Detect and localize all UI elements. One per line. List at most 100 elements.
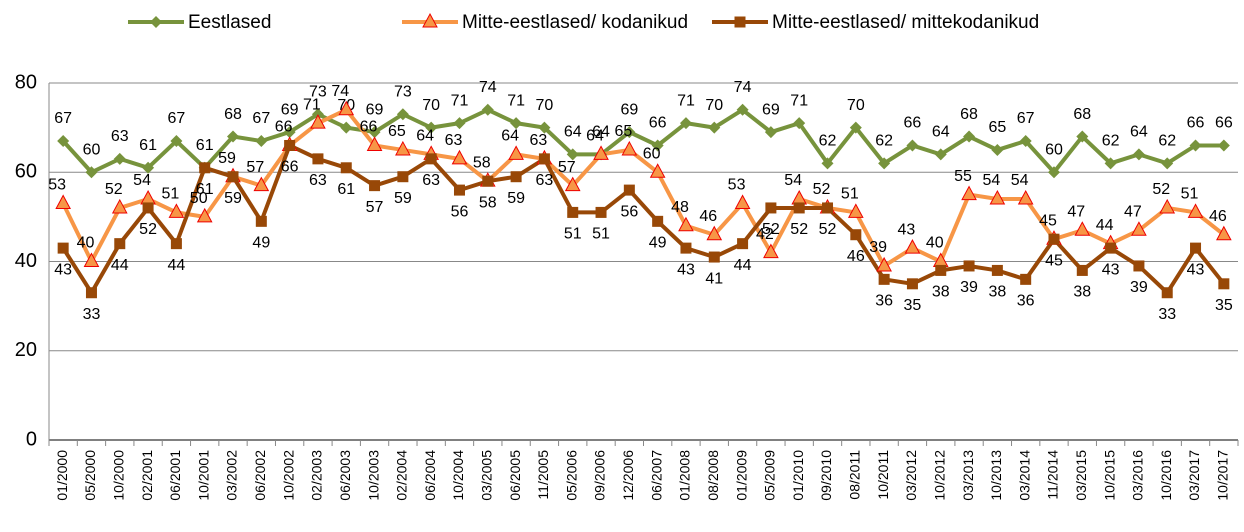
marker xyxy=(906,139,919,152)
data-label: 74 xyxy=(331,83,349,100)
data-label: 38 xyxy=(932,284,950,301)
marker xyxy=(706,225,723,241)
x-tick-label: 06/2005 xyxy=(507,450,523,501)
data-label: 59 xyxy=(224,190,242,207)
data-label: 52 xyxy=(819,221,837,238)
marker xyxy=(255,135,268,148)
marker xyxy=(847,203,864,218)
y-tick-label: 0 xyxy=(26,428,37,450)
data-label: 43 xyxy=(1187,261,1205,278)
marker xyxy=(482,175,494,187)
data-label: 67 xyxy=(1017,110,1035,127)
y-tick-label: 80 xyxy=(15,71,37,93)
data-label: 53 xyxy=(48,177,66,194)
marker xyxy=(510,117,523,130)
marker xyxy=(422,12,438,28)
data-label: 44 xyxy=(1096,217,1114,234)
marker xyxy=(170,238,182,250)
x-tick-label: 08/2008 xyxy=(705,450,721,501)
marker xyxy=(737,238,749,250)
marker xyxy=(623,126,636,139)
data-label: 71 xyxy=(677,92,695,109)
x-tick-label: 06/2002 xyxy=(252,450,268,501)
data-label: 60 xyxy=(83,141,101,158)
data-label: 54 xyxy=(1011,172,1029,189)
data-label: 33 xyxy=(1158,306,1176,323)
data-label: 66 xyxy=(275,119,293,136)
data-label: 59 xyxy=(507,190,525,207)
marker xyxy=(481,103,494,116)
data-label: 46 xyxy=(1209,208,1227,225)
marker xyxy=(253,176,270,192)
data-label: 52 xyxy=(813,181,831,198)
marker xyxy=(1190,242,1202,254)
data-label: 64 xyxy=(932,124,950,141)
data-label: 39 xyxy=(960,279,978,296)
data-label: 55 xyxy=(954,168,972,185)
data-label: 63 xyxy=(445,132,463,149)
marker xyxy=(366,136,383,151)
marker xyxy=(764,126,777,139)
marker xyxy=(57,242,69,254)
marker xyxy=(793,202,805,214)
data-label: 44 xyxy=(167,257,185,274)
x-tick-label: 06/2003 xyxy=(337,450,353,501)
data-label: 54 xyxy=(784,172,802,189)
marker xyxy=(791,189,808,205)
marker xyxy=(338,100,355,116)
data-label: 60 xyxy=(1045,141,1063,158)
data-label: 66 xyxy=(1215,115,1233,132)
data-label: 59 xyxy=(218,150,236,167)
marker xyxy=(1076,264,1088,276)
marker xyxy=(906,278,918,290)
data-label: 64 xyxy=(416,128,434,145)
data-label: 66 xyxy=(281,159,299,176)
marker xyxy=(114,238,126,250)
legend-label: Eestlased xyxy=(188,12,271,33)
data-label: 64 xyxy=(501,128,519,145)
data-label: 39 xyxy=(1130,279,1148,296)
data-label: 38 xyxy=(1073,284,1091,301)
marker xyxy=(140,189,156,205)
marker xyxy=(1161,157,1174,170)
data-label: 35 xyxy=(904,297,922,314)
data-label: 68 xyxy=(1073,106,1091,123)
x-tick-label: 03/2014 xyxy=(1016,450,1032,501)
x-tick-label: 03/2012 xyxy=(903,450,919,501)
marker xyxy=(451,149,468,165)
data-label: 64 xyxy=(592,124,610,141)
marker xyxy=(708,251,720,263)
data-label: 52 xyxy=(139,221,157,238)
marker xyxy=(1159,198,1176,214)
marker xyxy=(369,180,381,192)
data-label: 66 xyxy=(360,119,378,136)
marker xyxy=(1047,166,1060,179)
x-tick-label: 10/2011 xyxy=(875,450,891,500)
data-label: 62 xyxy=(1158,133,1176,150)
marker xyxy=(623,184,635,196)
marker xyxy=(538,153,550,165)
data-label: 64 xyxy=(586,128,604,145)
marker xyxy=(1105,242,1117,254)
marker xyxy=(55,194,71,209)
marker xyxy=(111,198,128,214)
x-tick-label: 10/2017 xyxy=(1215,450,1231,501)
data-label: 70 xyxy=(536,97,554,114)
marker xyxy=(310,114,326,129)
marker xyxy=(849,121,862,134)
marker xyxy=(142,161,155,174)
data-label: 36 xyxy=(875,293,893,310)
marker xyxy=(934,148,947,161)
data-label: 56 xyxy=(451,203,469,220)
data-label: 63 xyxy=(530,132,548,149)
data-label: 49 xyxy=(649,235,667,252)
marker xyxy=(168,203,185,218)
marker xyxy=(878,157,891,170)
marker xyxy=(963,260,975,272)
data-label: 39 xyxy=(869,239,887,256)
marker xyxy=(1131,221,1147,236)
data-label: 69 xyxy=(620,101,638,118)
x-tick-label: 10/2012 xyxy=(931,450,947,501)
data-label: 38 xyxy=(988,284,1006,301)
data-label: 61 xyxy=(139,137,157,154)
